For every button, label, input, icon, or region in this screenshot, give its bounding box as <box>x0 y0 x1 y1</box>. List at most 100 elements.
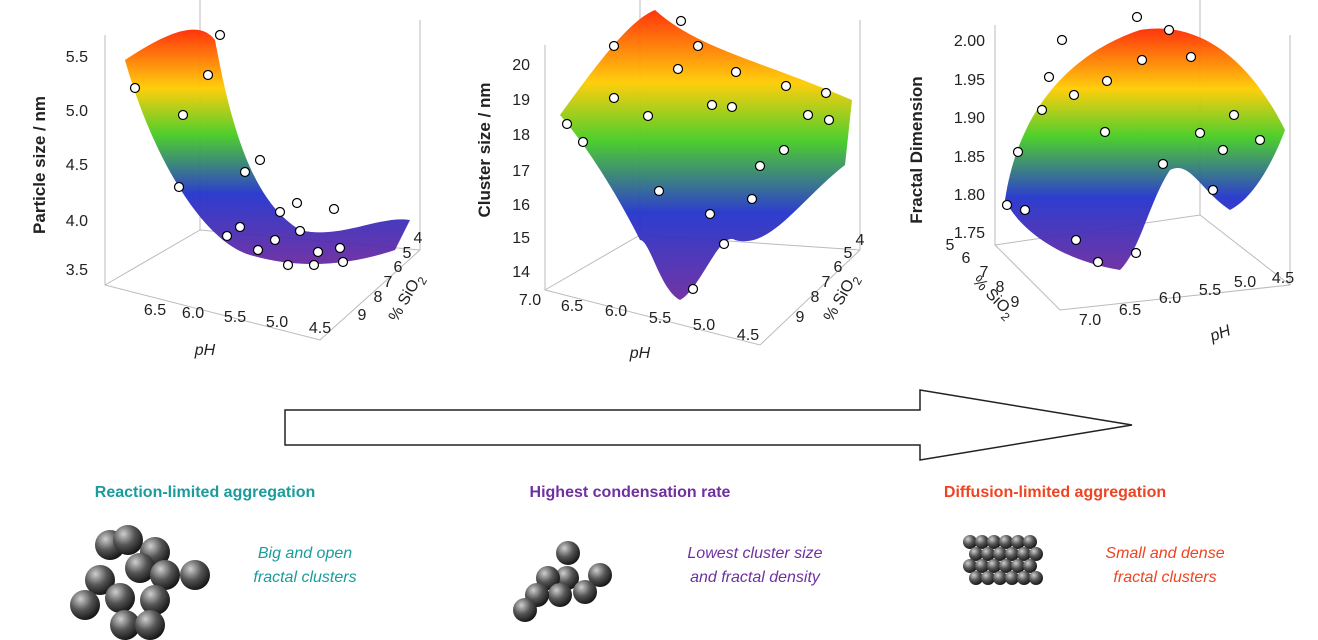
sphere <box>85 565 115 595</box>
regime-description: fractal clusters <box>1113 569 1216 586</box>
z-tick-label: 5.0 <box>66 103 88 120</box>
y-tick-label: 6 <box>834 259 843 276</box>
point <box>730 66 742 78</box>
point <box>672 63 684 75</box>
point <box>746 193 758 205</box>
regime-description: Small and dense <box>1105 545 1224 562</box>
point <box>780 80 792 92</box>
point <box>692 40 704 52</box>
point <box>1207 184 1219 196</box>
point <box>820 87 832 99</box>
y-tick-label: 8 <box>374 289 383 306</box>
point <box>778 144 790 156</box>
y-tick-label: 5 <box>403 245 412 262</box>
sphere <box>1017 571 1031 585</box>
y-tick-label: 7 <box>384 274 393 291</box>
x-tick-label: 4.5 <box>1272 270 1294 287</box>
x-tick-label: 6.5 <box>1119 302 1141 319</box>
trend-arrow <box>284 389 1133 461</box>
point <box>608 92 620 104</box>
z-tick-label: 1.85 <box>954 149 985 166</box>
sphere <box>1011 559 1025 573</box>
y-tick-label: 6 <box>962 250 971 267</box>
point <box>687 283 699 295</box>
point <box>1043 71 1055 83</box>
x-tick-label: 4.5 <box>737 327 759 344</box>
point <box>704 208 716 220</box>
regime-title: Reaction-limited aggregation <box>95 484 315 501</box>
y-tick-label: 9 <box>796 309 805 326</box>
sphere <box>105 583 135 613</box>
sphere <box>999 535 1013 549</box>
z-tick-label: 2.00 <box>954 33 985 50</box>
sphere <box>981 547 995 561</box>
point <box>1012 146 1024 158</box>
z-axis-label: Cluster size / nm <box>475 82 494 217</box>
point <box>129 82 141 94</box>
x-tick-label: 5.0 <box>1234 274 1256 291</box>
point <box>1101 75 1113 87</box>
sphere <box>135 610 165 640</box>
point <box>274 206 286 218</box>
z-tick-label: 20 <box>512 57 530 74</box>
y-tick-label: 5 <box>946 237 955 254</box>
x-tick-label: 5.5 <box>649 310 671 327</box>
x-tick-label: 7.0 <box>519 292 541 309</box>
point <box>754 160 766 172</box>
sphere <box>975 559 989 573</box>
point <box>1163 24 1175 36</box>
z-tick-label: 1.75 <box>954 225 985 242</box>
sphere <box>1023 559 1037 573</box>
sphere <box>70 590 100 620</box>
point <box>1194 127 1206 139</box>
point <box>214 29 226 41</box>
point <box>254 154 266 166</box>
point <box>1001 199 1013 211</box>
surfaces <box>125 10 1285 300</box>
z-tick-label: 1.95 <box>954 72 985 89</box>
point <box>252 244 264 256</box>
y-tick-label: 7 <box>822 274 831 291</box>
point <box>294 225 306 237</box>
z-tick-label: 16 <box>512 197 530 214</box>
x-tick-label: 5.5 <box>224 309 246 326</box>
point <box>1130 247 1142 259</box>
point <box>1217 144 1229 156</box>
sphere <box>1011 535 1025 549</box>
y-tick-label: 4 <box>856 232 865 249</box>
sphere <box>1029 571 1043 585</box>
regime-title: Diffusion-limited aggregation <box>944 484 1166 501</box>
point <box>1099 126 1111 138</box>
z-tick-label: 18 <box>512 127 530 144</box>
data-points <box>129 11 1266 295</box>
sphere <box>180 560 210 590</box>
z-tick-label: 4.0 <box>66 213 88 230</box>
x-tick-label: 6.5 <box>561 298 583 315</box>
sphere <box>1005 547 1019 561</box>
sphere <box>981 571 995 585</box>
x-tick-label: 6.0 <box>1159 290 1181 307</box>
point <box>308 259 320 271</box>
regime-description: and fractal density <box>690 569 821 586</box>
z-tick-label: 19 <box>512 92 530 109</box>
z-tick-label: 1.90 <box>954 110 985 127</box>
y-tick-label: 9 <box>358 307 367 324</box>
point <box>1036 104 1048 116</box>
sphere <box>513 598 537 622</box>
point <box>239 166 251 178</box>
y-tick-label: 4 <box>414 230 423 247</box>
x-tick-label: 5.0 <box>693 317 715 334</box>
sphere <box>548 583 572 607</box>
point <box>675 15 687 27</box>
x-tick-label: 4.5 <box>309 320 331 337</box>
z-tick-label: 17 <box>512 163 530 180</box>
x-tick-label: 6.5 <box>144 302 166 319</box>
point <box>642 110 654 122</box>
regime-description: Lowest cluster size <box>687 545 822 562</box>
point <box>1254 134 1266 146</box>
x-tick-label: 5.0 <box>266 314 288 331</box>
point <box>561 118 573 130</box>
point <box>1131 11 1143 23</box>
sphere <box>963 535 977 549</box>
z-tick-label: 1.80 <box>954 187 985 204</box>
